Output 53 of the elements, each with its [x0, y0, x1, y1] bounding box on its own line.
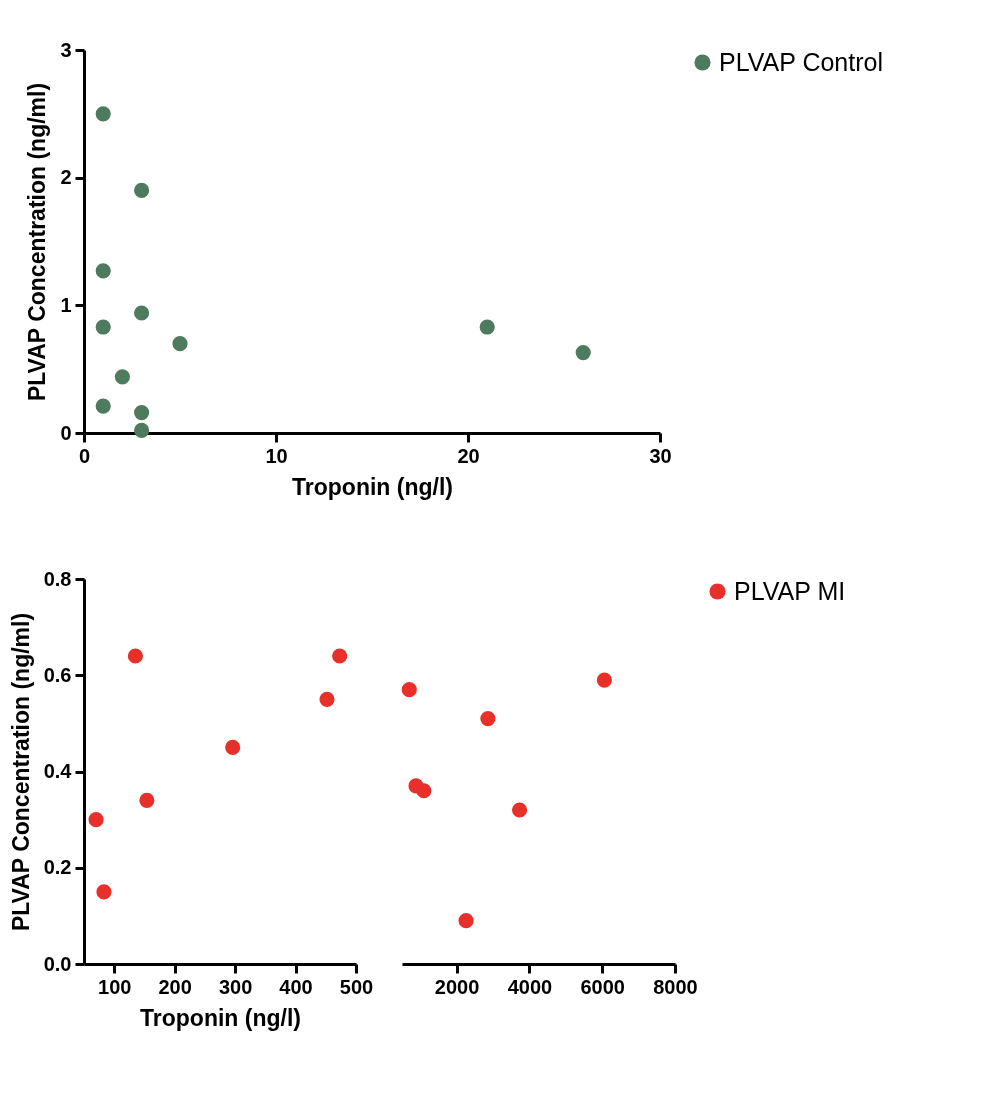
point: [134, 182, 150, 198]
point: [596, 672, 612, 688]
y-axis-title: PLVAP Concentration (ng/ml): [24, 82, 51, 402]
x-tick-label: 400: [279, 975, 313, 998]
point: [134, 305, 150, 321]
point: [88, 812, 104, 828]
point: [225, 739, 241, 756]
x-tick-label: 0: [78, 444, 91, 467]
point: [172, 336, 188, 352]
point: [332, 648, 348, 664]
point: [401, 682, 417, 698]
point: [114, 369, 130, 385]
point: [575, 345, 591, 361]
point: [139, 792, 155, 808]
point: [134, 405, 150, 421]
y-axis-title: PLVAP Concentration (ng/ml): [7, 612, 34, 932]
x-tick-label: 500: [339, 975, 374, 998]
point: [95, 319, 111, 335]
point: [134, 422, 150, 439]
y-tick-label: 0: [60, 421, 72, 444]
y-tick-label: 0.4: [43, 760, 73, 782]
y-tick-label: 0.8: [43, 567, 72, 590]
point: [96, 884, 112, 900]
x-tick-label: 4000: [507, 975, 553, 998]
y-tick-label: 0.6: [43, 663, 72, 686]
x-axis-title: Troponin (ng/l): [140, 1004, 301, 1031]
y-tick-label: 1: [60, 293, 72, 316]
x-tick-label: 6000: [580, 975, 625, 998]
y-tick-label: 0.0: [43, 952, 72, 975]
point: [95, 398, 111, 414]
point: [479, 319, 495, 335]
point: [416, 783, 432, 799]
y-tick-label: 3: [60, 38, 72, 61]
point: [319, 691, 335, 707]
x-tick-label: 20: [457, 444, 480, 467]
point: [458, 913, 474, 929]
x-tick-label: 10: [265, 444, 288, 467]
x-tick-label: 8000: [653, 975, 698, 998]
point: [95, 263, 111, 279]
x-tick-label: 200: [158, 975, 192, 998]
x-tick-label: 300: [218, 975, 253, 998]
legend-label: PLVAP Control: [719, 47, 883, 76]
x-tick-label: 100: [98, 975, 132, 998]
point: [511, 802, 528, 818]
x-tick-label: 2000: [434, 975, 480, 998]
y-tick-label: 0.2: [43, 856, 72, 879]
point: [480, 710, 496, 727]
point: [95, 106, 111, 122]
legend-label: PLVAP MI: [734, 576, 846, 605]
point: [127, 648, 143, 664]
y-tick-label: 2: [60, 166, 72, 189]
x-tick-label: 30: [649, 444, 672, 467]
x-axis-title: Troponin (ng/l): [292, 473, 453, 500]
